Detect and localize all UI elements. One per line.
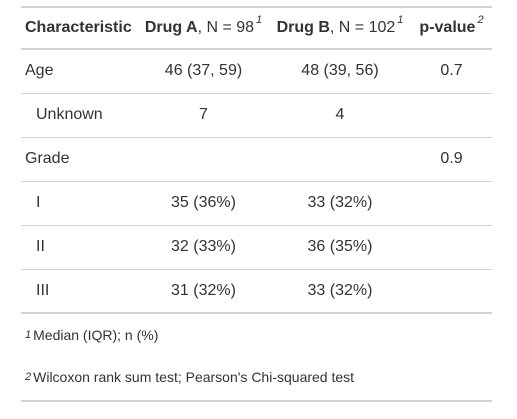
cell-pvalue — [411, 181, 492, 226]
cell-drug-a: 31 (32%) — [138, 269, 269, 314]
footnote-mark: 2 — [477, 14, 484, 26]
header-pvalue-label: p-value — [419, 19, 476, 36]
footnotes: 1 Median (IQR); n (%) 2 Wilcoxon rank sum … — [21, 314, 492, 402]
table-row: Grade 0.9 — [21, 137, 492, 182]
row-label: Grade — [21, 137, 138, 182]
cell-pvalue — [411, 269, 492, 314]
cell-drug-b: 48 (39, 56) — [269, 49, 411, 94]
header-drug-b: Drug B, N = 102 1 — [269, 6, 411, 50]
row-label: II — [21, 225, 138, 270]
header-row: Characteristic Drug A, N = 98 1 Drug B, N… — [21, 6, 492, 50]
cell-pvalue — [411, 225, 492, 270]
row-label: Unknown — [21, 93, 138, 138]
row-label: I — [21, 181, 138, 226]
header-drug-a: Drug A, N = 98 1 — [138, 6, 269, 50]
table-row: III 31 (32%) 33 (32%) — [21, 269, 492, 314]
footnote-text: Median (IQR); n (%) — [33, 327, 159, 343]
row-label: Age — [21, 49, 138, 94]
cell-drug-a: 35 (36%) — [138, 181, 269, 226]
header-drug-a-n: , N = 98 — [197, 19, 255, 36]
table-row: Age 46 (37, 59) 48 (39, 56) 0.7 — [21, 49, 492, 94]
cell-drug-b: 33 (32%) — [269, 181, 411, 226]
footnote: 1 Median (IQR); n (%) — [25, 327, 159, 343]
cell-drug-a: 46 (37, 59) — [138, 49, 269, 94]
cell-pvalue: 0.9 — [411, 137, 492, 182]
header-pvalue: p-value 2 — [411, 6, 492, 50]
cell-drug-b — [269, 137, 411, 182]
header-characteristic: Characteristic — [21, 6, 138, 50]
cell-drug-b: 4 — [269, 93, 411, 138]
summary-table-container: Characteristic Drug A, N = 98 1 Drug B, N… — [21, 6, 492, 402]
header-drug-b-n: , N = 102 — [329, 19, 396, 36]
summary-table: Characteristic Drug A, N = 98 1 Drug B, N… — [21, 6, 492, 314]
row-label: III — [21, 269, 138, 314]
table-row: II 32 (33%) 36 (35%) — [21, 225, 492, 270]
header-drug-a-name: Drug A — [144, 19, 198, 36]
cell-drug-b: 36 (35%) — [269, 225, 411, 270]
cell-drug-a: 7 — [138, 93, 269, 138]
cell-pvalue — [411, 93, 492, 138]
cell-pvalue: 0.7 — [411, 49, 492, 94]
table-row: I 35 (36%) 33 (32%) — [21, 181, 492, 226]
footnote-mark: 1 — [256, 14, 263, 26]
cell-drug-a: 32 (33%) — [138, 225, 269, 270]
table-row: Unknown 7 4 — [21, 93, 492, 138]
footnote: 2 Wilcoxon rank sum test; Pearson's Chi-s… — [25, 369, 355, 385]
footnote-mark: 1 — [397, 14, 404, 26]
footnote-text: Wilcoxon rank sum test; Pearson's Chi-sq… — [33, 369, 355, 385]
header-drug-b-name: Drug B — [276, 19, 330, 36]
cell-drug-b: 33 (32%) — [269, 269, 411, 314]
cell-drug-a — [138, 137, 269, 182]
